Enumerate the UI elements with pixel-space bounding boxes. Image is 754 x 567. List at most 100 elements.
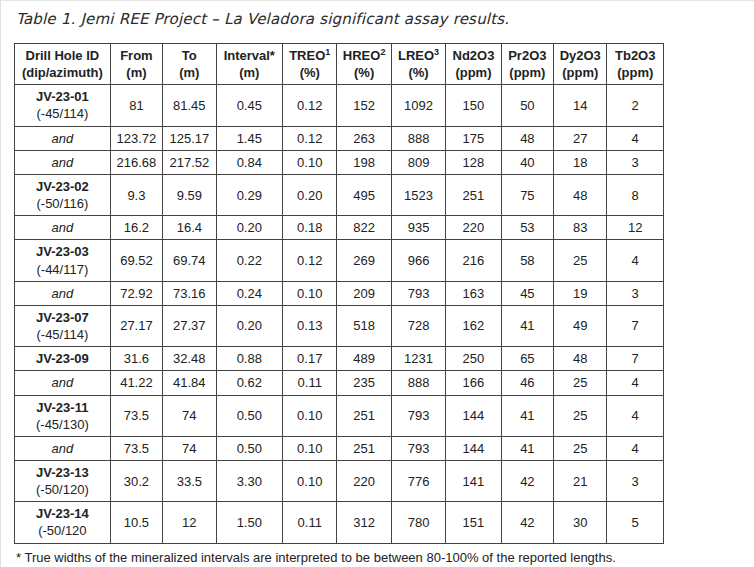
value-cell: 49 [554,305,607,346]
value-cell: 209 [337,281,391,305]
value-cell: 4 [607,395,664,436]
value-cell: 16.4 [163,216,216,240]
value-cell: 81.45 [163,85,216,126]
column-header-8: Pr2O3(ppm) [501,44,553,85]
value-cell: 12 [163,502,216,543]
table-row: JV-23-02(-50/116)9.39.590.290.2049515232… [15,174,664,215]
drill-hole-id-cell: JV-23-14(-50/120 [15,502,111,543]
value-cell: 489 [337,347,391,371]
value-cell: 83 [554,216,607,240]
drill-hole-name: JV-23-01 [16,88,109,105]
drill-hole-id-cell: JV-23-07(-45/114) [15,305,111,346]
value-cell: 0.10 [283,281,337,305]
column-header-line2: (m) [164,64,214,81]
column-header-2: To(m) [163,44,216,85]
value-cell: 73.5 [110,395,162,436]
value-cell: 0.10 [283,460,337,501]
value-cell: 0.11 [283,371,337,395]
value-cell: 888 [391,371,445,395]
column-header-line1: LREO3 [393,47,444,64]
column-header-superscript: 2 [380,47,385,57]
value-cell: 73.16 [163,281,216,305]
drill-hole-dip-azimuth: (-50/116) [16,195,109,212]
value-cell: 5 [607,502,664,543]
column-header-line1: Tb2O3 [608,47,662,64]
value-cell: 18 [554,150,607,174]
drill-hole-dip-azimuth: (-45/114) [16,105,109,122]
value-cell: 0.20 [216,305,283,346]
value-cell: 0.12 [283,85,337,126]
table-row: and216.68217.520.840.1019880912840183 [15,150,664,174]
value-cell: 3.30 [216,460,283,501]
column-header-1: From(m) [110,44,162,85]
column-header-superscript: 1 [325,47,330,57]
column-header-0: Drill Hole ID(dip/azimuth) [15,44,111,85]
drill-hole-dip-azimuth: (-50/120) [16,481,109,498]
value-cell: 33.5 [163,460,216,501]
value-cell: 151 [446,502,501,543]
value-cell: 0.10 [283,436,337,460]
column-header-line2: (ppm) [447,64,499,81]
value-cell: 58 [501,240,553,281]
value-cell: 16.2 [110,216,162,240]
value-cell: 312 [337,502,391,543]
value-cell: 250 [446,347,501,371]
value-cell: 793 [391,395,445,436]
value-cell: 251 [337,436,391,460]
value-cell: 50 [501,85,553,126]
value-cell: 19 [554,281,607,305]
drill-hole-id-cell: JV-23-01(-45/114) [15,85,111,126]
value-cell: 25 [554,371,607,395]
column-header-line1: From [112,47,161,64]
value-cell: 30 [554,502,607,543]
drill-hole-dip-azimuth: (-45/114) [16,326,109,343]
column-header-line1: Nd2O3 [447,47,499,64]
value-cell: 7 [607,305,664,346]
value-cell: 125.17 [163,126,216,150]
value-cell: 728 [391,305,445,346]
interval-continuation-cell: and [15,281,111,305]
value-cell: 251 [446,174,501,215]
table-footnote: * True widths of the mineralized interva… [14,550,754,565]
value-cell: 4 [607,240,664,281]
table-row: JV-23-13(-50/120)30.233.53.300.102207761… [15,460,664,501]
value-cell: 3 [607,281,664,305]
drill-hole-id-cell: JV-23-02(-50/116) [15,174,111,215]
table-row: JV-23-0931.632.480.880.17489123125065487 [15,347,664,371]
column-header-line2: (%) [284,64,335,81]
column-header-line1: Drill Hole ID [16,47,109,64]
value-cell: 0.29 [216,174,283,215]
column-header-line2: (ppm) [608,64,662,81]
column-header-line1: Pr2O3 [503,47,552,64]
column-header-line2: (m) [218,64,282,81]
value-cell: 27.37 [163,305,216,346]
column-header-line1: Dy2O3 [555,47,605,64]
drill-hole-id-cell: JV-23-13(-50/120) [15,460,111,501]
table-row: JV-23-07(-45/114)27.1727.370.200.1351872… [15,305,664,346]
value-cell: 166 [446,371,501,395]
column-header-line2: (m) [112,64,161,81]
column-header-4: TREO1(%) [283,44,337,85]
value-cell: 198 [337,150,391,174]
table-row: and73.5740.500.1025179314441254 [15,436,664,460]
value-cell: 235 [337,371,391,395]
value-cell: 0.17 [283,347,337,371]
value-cell: 263 [337,126,391,150]
value-cell: 793 [391,281,445,305]
value-cell: 0.88 [216,347,283,371]
value-cell: 216.68 [110,150,162,174]
value-cell: 25 [554,436,607,460]
value-cell: 216 [446,240,501,281]
value-cell: 4 [607,436,664,460]
value-cell: 27.17 [110,305,162,346]
value-cell: 128 [446,150,501,174]
page: Table 1. Jemi REE Project – La Veladora … [0,0,754,567]
drill-hole-id-cell: JV-23-11(-45/130) [15,395,111,436]
table-body: JV-23-01(-45/114)8181.450.450.1215210921… [15,85,664,543]
value-cell: 7 [607,347,664,371]
table-row: and41.2241.840.620.1123588816646254 [15,371,664,395]
column-header-5: HREO2(%) [337,44,391,85]
value-cell: 518 [337,305,391,346]
value-cell: 966 [391,240,445,281]
value-cell: 162 [446,305,501,346]
